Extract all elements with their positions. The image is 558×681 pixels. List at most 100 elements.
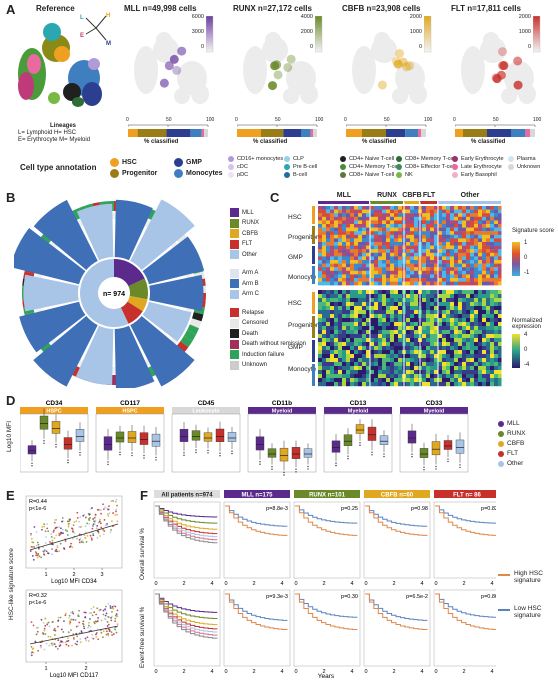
density-tick: 1000: [409, 29, 422, 35]
marker-tag: Leukocyte: [192, 409, 219, 415]
box: [215, 428, 225, 443]
outcome-segment: [189, 318, 202, 329]
box: [279, 447, 289, 462]
subtype-dot: [396, 164, 402, 170]
cell-type-label: Progenitor: [122, 170, 158, 177]
arm-bar: [149, 274, 204, 312]
heatmap-group-bar: [370, 201, 403, 204]
cohort-legend-item: Arm A: [230, 268, 258, 278]
density-tick: 0: [200, 44, 204, 50]
subtype-label: CD8+ Effector T-cell: [405, 164, 456, 170]
cohort-legend-item: Death without remission: [230, 339, 306, 349]
km-curve: [225, 505, 288, 536]
subtype-dot: [284, 172, 290, 178]
efs-ylabel: Event-free survival %: [139, 606, 146, 668]
classified-bar: [455, 124, 536, 137]
arm-bar: [130, 316, 195, 387]
umap-projection: [134, 32, 209, 104]
subtype-dot: [452, 156, 458, 162]
umap-projection: [352, 32, 427, 104]
heatmap-group-label: Other: [460, 192, 480, 199]
km-curve: [155, 593, 218, 626]
reference-umap: [18, 23, 102, 107]
km-xtick: 4: [210, 669, 213, 675]
scatter-xtick: 1: [44, 666, 47, 672]
km-curve: [155, 505, 218, 541]
heatmap-row-label: GMP: [288, 344, 303, 351]
marker-legend-label: CBFB: [507, 440, 525, 447]
km-pvalue: p=0.82: [481, 506, 496, 512]
signature-score-title: Signature score: [512, 228, 555, 234]
km-xtick: 0: [364, 669, 367, 675]
heatmap-group-label: CBFB: [402, 192, 422, 199]
panel-f-label: F: [140, 488, 148, 503]
arrow-label-h: H: [106, 13, 110, 19]
box: [367, 426, 377, 441]
subtype-dot: [452, 172, 458, 178]
cohort-legend-label: Arm B: [242, 280, 259, 287]
cohort-legend-label: Unknown: [242, 362, 268, 368]
cohort-legend-item: Censored: [230, 318, 268, 328]
box: [255, 436, 265, 451]
heatmap-group-bar: [420, 201, 437, 204]
km-xtick: 2: [462, 581, 465, 587]
km-xtick: 2: [252, 669, 255, 675]
cohort-legend-swatch: [230, 289, 239, 299]
marker-legend-item: CBFB: [498, 440, 524, 447]
arrow-label-l: L: [80, 15, 84, 21]
panel-b-label: B: [6, 190, 16, 205]
classified-tick: 0: [453, 117, 456, 123]
km-curve: [155, 505, 218, 530]
subtype-label: CLP: [293, 156, 304, 162]
cohort-donut-chart: n= 974: [14, 199, 206, 388]
sig-tick-0: 0: [524, 255, 528, 261]
marker-legend-label: MLL: [507, 420, 520, 427]
cohort-legend-swatch: [230, 218, 239, 228]
outcome-segment: [39, 341, 52, 353]
heatmap-row-label: Progenitor: [288, 322, 318, 329]
km-curve: [365, 505, 428, 536]
marker-legend-dot: [498, 440, 504, 447]
cohort-legend-swatch: [230, 350, 239, 359]
density-tick: 4000: [300, 14, 313, 20]
density-tick: 0: [309, 44, 313, 50]
box: [331, 440, 341, 453]
heatmap-row-label: Monocyte: [288, 366, 317, 373]
heatmap-row-label: Progenitor: [288, 234, 318, 241]
os-ylabel: Overall survival %: [139, 527, 146, 580]
correlation-stat: p<1e-6: [29, 506, 46, 512]
classified-tick: 50: [384, 117, 390, 123]
km-curve: [435, 505, 496, 536]
subtype-dot: [228, 172, 234, 178]
heatmap-group-bar: [404, 201, 419, 204]
km-xtick: 2: [252, 581, 255, 587]
lineage-line-2: E= Erythrocyte M= Myeloid: [18, 137, 91, 143]
box: [291, 447, 301, 459]
arm-bar: [114, 199, 153, 261]
cohort-legend-swatch: [230, 268, 239, 278]
heatmap-group-label: MLL: [336, 192, 352, 199]
cell-type-dot: [174, 169, 183, 178]
subtype-dot: [340, 164, 346, 170]
lineage-line-1: L= Lymphoid H= HSC: [18, 130, 77, 136]
subtype-label: Early Erythrocyte: [461, 156, 504, 162]
classified-label: % classified: [471, 139, 506, 145]
arm-bar: [33, 199, 98, 270]
heatmap-row-bar: [312, 246, 315, 264]
subtype-segment: [120, 301, 143, 324]
survival-legend-label: High HSC signature: [514, 570, 543, 584]
sig-tick-1: 1: [524, 240, 528, 246]
subtype-item: Plasma: [508, 156, 536, 162]
marker-tag: Myeloid: [348, 409, 368, 415]
subtype-label: Pre B-cell: [293, 164, 318, 170]
km-xlabel: Years: [318, 673, 335, 680]
km-curve: [435, 505, 496, 524]
box: [63, 437, 73, 450]
panel-e-ylabel: HSC-like signature score: [8, 548, 15, 620]
cohort-legend-swatch: [230, 279, 239, 288]
marker-legend-label: Other: [507, 460, 524, 467]
classified-label: % classified: [144, 139, 179, 145]
marker-name: CD34: [46, 400, 63, 407]
cohort-legend-item: RUNX: [230, 218, 259, 228]
scatter-xlabel: Log10 MFI CD117: [50, 673, 99, 678]
